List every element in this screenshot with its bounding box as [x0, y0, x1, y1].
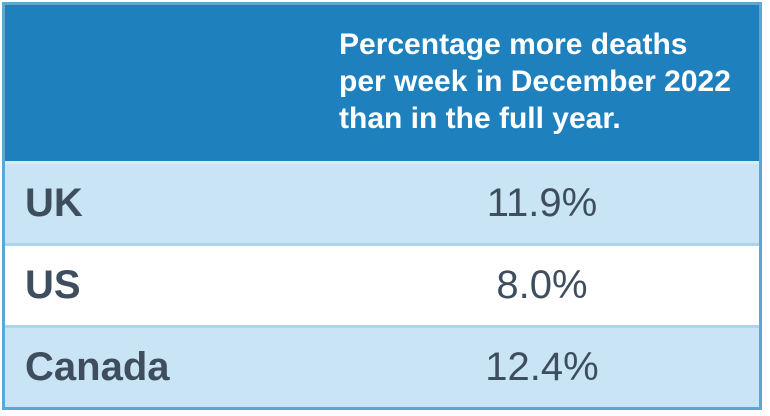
table-header-title: Percentage more deaths per week in Decem… — [325, 5, 759, 161]
table-row-canada: Canada 12.4% — [5, 325, 759, 407]
row-label-uk: UK — [25, 181, 83, 225]
table-header-row: Percentage more deaths per week in Decem… — [5, 5, 759, 161]
header-title-line-3: than in the full year. — [339, 102, 621, 135]
table-row-uk: UK 11.9% — [5, 161, 759, 243]
row-value-uk: 11.9% — [486, 181, 598, 225]
header-empty-cell — [5, 5, 325, 161]
row-label-us: US — [25, 263, 81, 307]
table-row-us: US 8.0% — [5, 243, 759, 325]
header-title-line-1: Percentage more deaths — [339, 28, 688, 61]
excess-deaths-table: Percentage more deaths per week in Decem… — [2, 2, 762, 410]
row-label-canada: Canada — [25, 345, 170, 389]
header-title-line-2: per week in December 2022 — [339, 65, 731, 98]
row-value-canada: 12.4% — [485, 345, 599, 389]
row-value-us: 8.0% — [496, 263, 588, 307]
